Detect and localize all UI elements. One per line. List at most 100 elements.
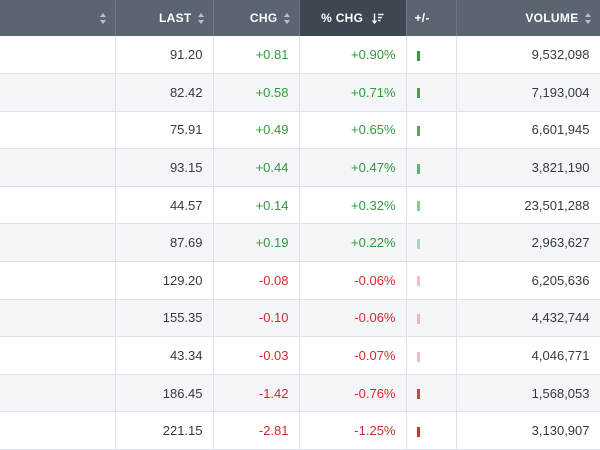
table-row[interactable]: 129.20 -0.08 -0.06% 6,205,636: [0, 261, 600, 300]
change-bar-indicator: [416, 389, 420, 400]
pct-chg-cell: -0.76%: [299, 374, 407, 413]
column-header-pct-chg[interactable]: % CHG: [299, 0, 407, 36]
last-cell: 221.15: [115, 411, 214, 450]
symbol-cell: [0, 374, 116, 413]
table-row[interactable]: 91.20 +0.81 +0.90% 9,532,098: [0, 36, 600, 75]
pct-chg-cell: +0.90%: [299, 36, 407, 75]
sort-icon: [584, 12, 592, 24]
last-cell: 43.34: [115, 336, 214, 375]
chg-cell: -0.08: [213, 261, 300, 300]
change-bar-cell: [406, 411, 457, 450]
column-header-volume-label: VOLUME: [525, 11, 579, 26]
column-header-last-label: LAST: [158, 11, 192, 26]
change-bar-indicator: [416, 88, 420, 99]
table-row[interactable]: 221.15 -2.81 -1.25% 3,130,907: [0, 411, 600, 450]
column-header-symbol[interactable]: [0, 0, 116, 36]
chg-cell: -2.81: [213, 411, 300, 450]
column-header-chg-label: CHG: [249, 11, 278, 26]
symbol-cell: [0, 261, 116, 300]
last-cell: 91.20: [115, 36, 214, 75]
last-cell: 186.45: [115, 374, 214, 413]
pct-chg-cell: -0.07%: [299, 336, 407, 375]
symbol-cell: [0, 336, 116, 375]
change-bar-indicator: [416, 238, 420, 249]
change-bar-cell: [406, 374, 457, 413]
last-cell: 87.69: [115, 223, 214, 263]
symbol-cell: [0, 73, 116, 112]
volume-cell: 1,568,053: [456, 374, 600, 413]
pct-chg-cell: +0.32%: [299, 186, 407, 225]
volume-cell: 9,532,098: [456, 36, 600, 75]
volume-cell: 4,046,771: [456, 336, 600, 375]
column-header-last[interactable]: LAST: [115, 0, 214, 36]
table-row[interactable]: 186.45 -1.42 -0.76% 1,568,053: [0, 374, 600, 413]
change-bar-indicator: [416, 163, 420, 174]
change-bar-indicator: [416, 50, 420, 61]
chg-cell: +0.19: [213, 223, 300, 263]
pct-chg-cell: +0.71%: [299, 73, 407, 112]
column-header-chg[interactable]: CHG: [213, 0, 300, 36]
chg-cell: -0.03: [213, 336, 300, 375]
last-cell: 44.57: [115, 186, 214, 225]
volume-cell: 3,821,190: [456, 148, 600, 187]
chg-cell: +0.14: [213, 186, 300, 225]
table-row[interactable]: 44.57 +0.14 +0.32% 23,501,288: [0, 186, 600, 225]
volume-cell: 4,432,744: [456, 299, 600, 338]
sort-descending-icon: [371, 13, 384, 24]
pct-chg-cell: -1.25%: [299, 411, 407, 450]
table-row[interactable]: 155.35 -0.10 -0.06% 4,432,744: [0, 299, 600, 338]
change-bar-indicator: [416, 426, 420, 437]
chg-cell: +0.49: [213, 111, 300, 150]
volume-cell: 6,601,945: [456, 111, 600, 150]
volume-cell: 3,130,907: [456, 411, 600, 450]
table-row[interactable]: 82.42 +0.58 +0.71% 7,193,004: [0, 73, 600, 112]
column-header-bar[interactable]: +/-: [406, 0, 457, 36]
pct-chg-cell: +0.22%: [299, 223, 407, 263]
last-cell: 155.35: [115, 299, 214, 338]
volume-cell: 2,963,627: [456, 223, 600, 263]
table-row[interactable]: 75.91 +0.49 +0.65% 6,601,945: [0, 111, 600, 150]
symbol-cell: [0, 411, 116, 450]
chg-cell: +0.58: [213, 73, 300, 112]
table-row[interactable]: 93.15 +0.44 +0.47% 3,821,190: [0, 148, 600, 187]
table-row[interactable]: 43.34 -0.03 -0.07% 4,046,771: [0, 336, 600, 375]
last-cell: 129.20: [115, 261, 214, 300]
column-header-bar-label: +/-: [414, 11, 430, 26]
chg-cell: +0.44: [213, 148, 300, 187]
change-bar-indicator: [416, 351, 420, 362]
volume-cell: 7,193,004: [456, 73, 600, 112]
table-row[interactable]: 87.69 +0.19 +0.22% 2,963,627: [0, 223, 600, 263]
pct-chg-cell: +0.65%: [299, 111, 407, 150]
change-bar-indicator: [416, 201, 420, 212]
symbol-cell: [0, 186, 116, 225]
change-bar-cell: [406, 111, 457, 150]
table-header-row: LAST CHG % CHG +/- VOLUME: [0, 0, 600, 36]
last-cell: 93.15: [115, 148, 214, 187]
pct-chg-cell: -0.06%: [299, 261, 407, 300]
volume-cell: 23,501,288: [456, 186, 600, 225]
change-bar-cell: [406, 73, 457, 112]
change-bar-indicator: [416, 126, 420, 137]
change-bar-cell: [406, 186, 457, 225]
symbol-cell: [0, 148, 116, 187]
chg-cell: -1.42: [213, 374, 300, 413]
column-header-volume[interactable]: VOLUME: [456, 0, 600, 36]
change-bar-indicator: [416, 276, 420, 287]
sort-icon: [283, 12, 291, 24]
last-cell: 82.42: [115, 73, 214, 112]
change-bar-cell: [406, 336, 457, 375]
symbol-cell: [0, 111, 116, 150]
change-bar-cell: [406, 299, 457, 338]
change-bar-cell: [406, 223, 457, 263]
change-bar-cell: [406, 148, 457, 187]
symbol-cell: [0, 223, 116, 263]
change-bar-indicator: [416, 314, 420, 325]
sort-icon: [197, 12, 205, 24]
change-bar-cell: [406, 36, 457, 75]
column-header-pct-chg-label: % CHG: [321, 11, 364, 26]
chg-cell: -0.10: [213, 299, 300, 338]
change-bar-cell: [406, 261, 457, 300]
sort-icon: [99, 13, 107, 25]
last-cell: 75.91: [115, 111, 214, 150]
